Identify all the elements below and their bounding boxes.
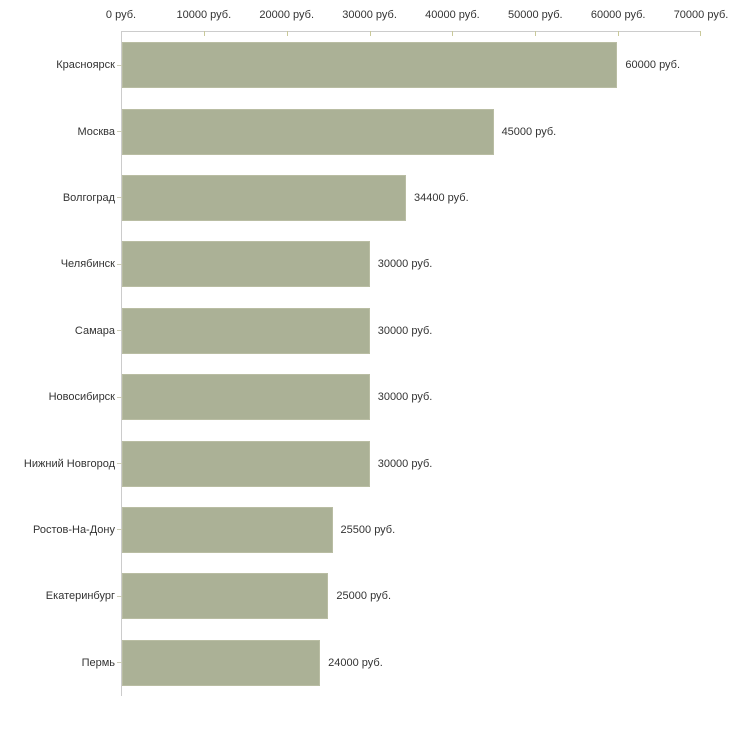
category-label: Москва (77, 125, 115, 138)
category-cell: Пермь (0, 657, 122, 669)
bar-zone: 30000 руб. (122, 241, 700, 288)
value-label: 34400 руб. (414, 191, 469, 204)
x-tick-mark (369, 31, 371, 36)
bar-row: Москва 45000 руб. (0, 98, 730, 164)
category-label: Пермь (81, 656, 115, 669)
bar-row: Красноярск 60000 руб. (0, 32, 730, 98)
category-cell: Ростов-На-Дону (0, 524, 122, 536)
bar-row: Самара 30000 руб. (0, 298, 730, 364)
category-tick (117, 463, 122, 465)
category-cell: Челябинск (0, 258, 122, 270)
bar-zone: 34400 руб. (122, 174, 700, 221)
value-label: 30000 руб. (377, 391, 433, 404)
category-label: Челябинск (60, 258, 115, 271)
category-cell: Новосибирск (0, 391, 122, 403)
value-label: 60000 руб. (625, 59, 681, 72)
x-tick-mark (699, 31, 701, 36)
category-cell: Волгоград (0, 192, 122, 204)
bar-row: Ростов-На-Дону 25500 руб. (0, 497, 730, 563)
category-tick (117, 330, 122, 332)
bar-row: Волгоград 34400 руб. (0, 165, 730, 231)
category-label: Самара (74, 324, 115, 337)
bar-zone: 24000 руб. (122, 639, 700, 686)
bar-zone: 45000 руб. (122, 108, 700, 155)
bar-zone: 30000 руб. (122, 440, 700, 487)
bar-row: Новосибирск 30000 руб. (0, 364, 730, 430)
x-tick-mark (452, 31, 454, 36)
bar-zone: 25500 руб. (122, 506, 700, 553)
value-label: 30000 руб. (377, 457, 433, 470)
bar (122, 241, 370, 288)
bar (122, 42, 618, 89)
value-label: 24000 руб. (328, 656, 383, 669)
bar (122, 573, 329, 620)
bar-rows: Красноярск 60000 руб. Москва 45000 руб. … (0, 32, 730, 696)
category-cell: Москва (0, 126, 122, 138)
x-axis: 0 руб. 10000 руб. 20000 руб. 30000 руб. … (106, 0, 728, 36)
value-label: 30000 руб. (377, 324, 433, 337)
x-tick-label: 70000 руб. (673, 9, 729, 21)
x-tick-label: 30000 руб. (342, 9, 397, 21)
category-cell: Самара (0, 325, 122, 337)
category-label: Ростов-На-Дону (32, 523, 115, 536)
x-tick-mark (286, 31, 288, 36)
bar (122, 307, 370, 354)
category-label: Екатеринбург (45, 590, 115, 603)
x-tick-label: 0 руб. (105, 9, 137, 21)
x-tick-mark (618, 31, 620, 36)
category-tick (117, 595, 122, 597)
bar-zone: 60000 руб. (122, 42, 700, 89)
bar-zone: 25000 руб. (122, 573, 700, 620)
category-tick (117, 131, 122, 133)
bar-zone: 30000 руб. (122, 374, 700, 421)
bar-row: Нижний Новгород 30000 руб. (0, 430, 730, 496)
x-tick-label: 40000 руб. (425, 9, 480, 21)
category-cell: Красноярск (0, 59, 122, 71)
category-cell: Нижний Новгород (0, 458, 122, 470)
x-tick-label: 60000 руб. (590, 9, 646, 21)
bar (122, 639, 321, 686)
bar-zone: 30000 руб. (122, 307, 700, 354)
category-label: Новосибирск (48, 391, 115, 404)
bar (122, 440, 370, 487)
value-label: 25500 руб. (340, 523, 396, 536)
x-tick-mark (203, 31, 205, 36)
category-tick (117, 662, 122, 664)
value-label: 30000 руб. (377, 258, 433, 271)
bar (122, 374, 370, 421)
category-tick (117, 263, 122, 265)
x-tick-label: 50000 руб. (507, 9, 563, 21)
category-tick (117, 396, 122, 398)
x-tick-label: 20000 руб. (259, 9, 315, 21)
bar (122, 108, 494, 155)
bar-row: Челябинск 30000 руб. (0, 231, 730, 297)
category-tick (117, 197, 122, 199)
x-tick-label: 10000 руб. (176, 9, 232, 21)
bar-row: Екатеринбург 25000 руб. (0, 563, 730, 629)
y-axis-line (121, 31, 122, 696)
value-label: 45000 руб. (501, 125, 557, 138)
category-tick (117, 529, 122, 531)
category-cell: Екатеринбург (0, 590, 122, 602)
category-label: Волгоград (62, 191, 115, 204)
category-label: Нижний Новгород (23, 457, 115, 470)
bar (122, 174, 407, 221)
category-label: Красноярск (56, 59, 115, 72)
bar-row: Пермь 24000 руб. (0, 630, 730, 696)
category-tick (117, 64, 122, 66)
x-axis-line (121, 31, 701, 32)
value-label: 25000 руб. (336, 590, 392, 603)
bar (122, 506, 333, 553)
x-tick-mark (535, 31, 537, 36)
